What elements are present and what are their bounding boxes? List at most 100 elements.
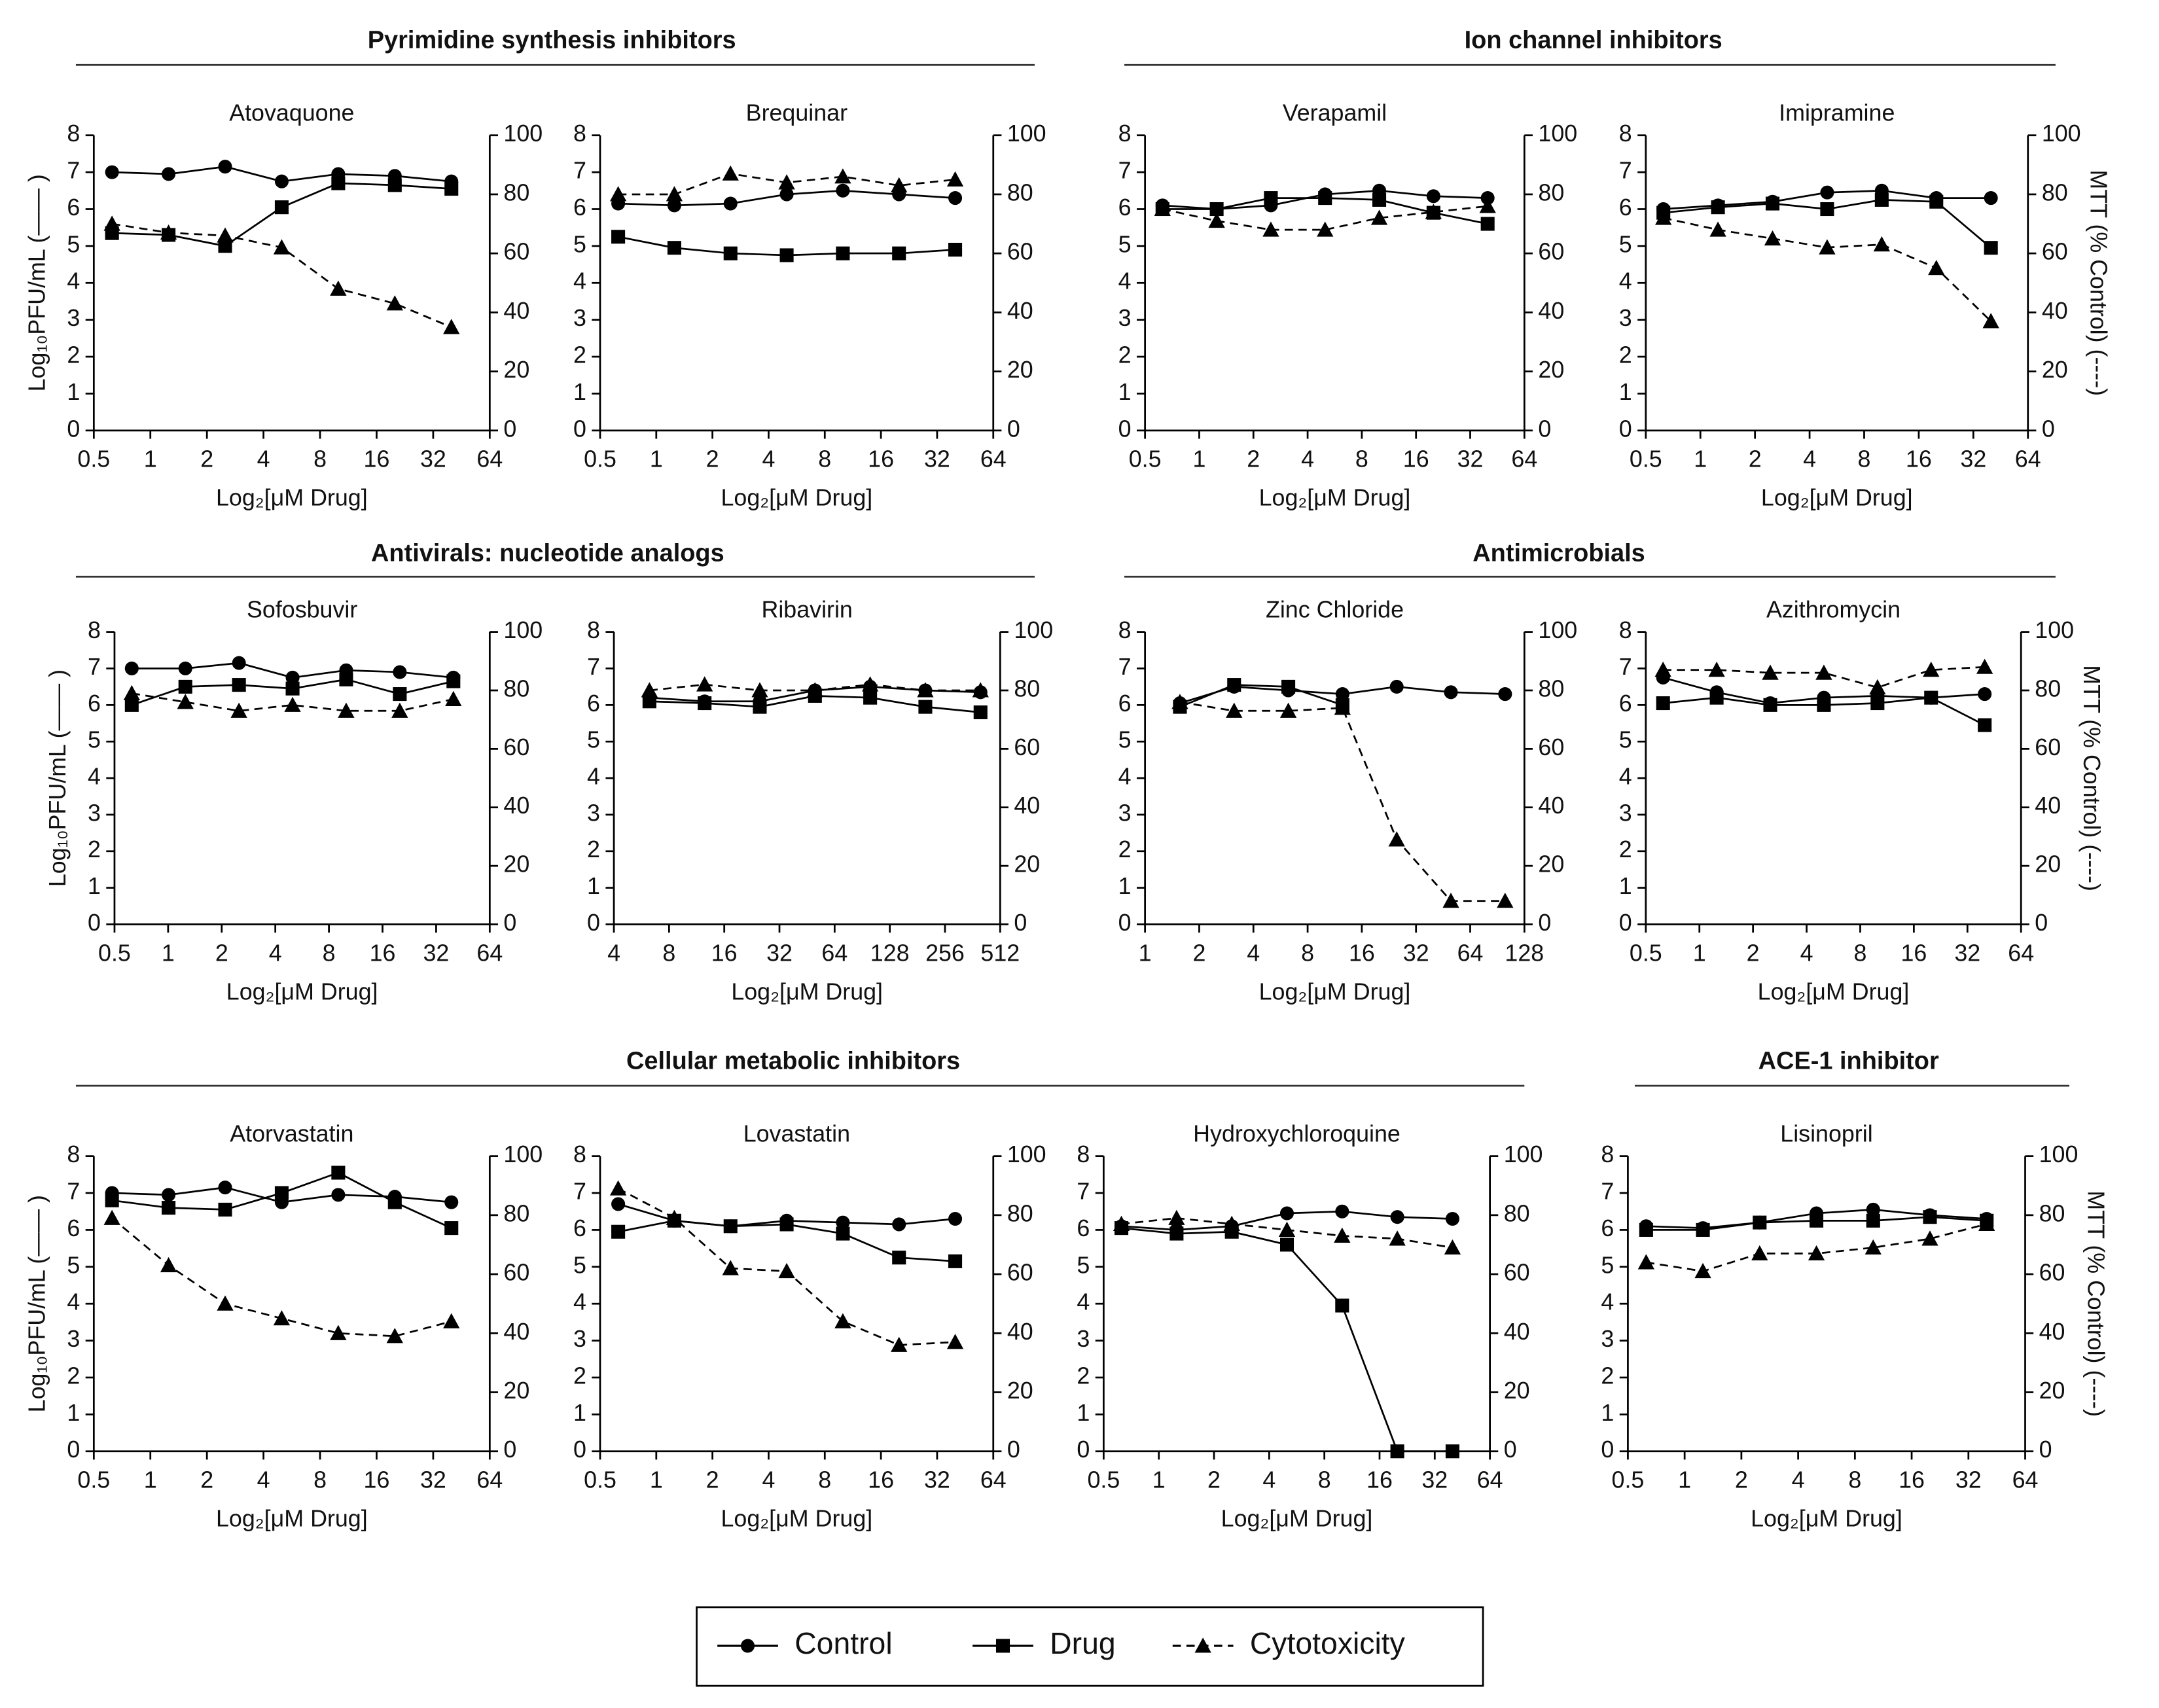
panel-title: Lisinopril xyxy=(1780,1120,1872,1147)
marker-square xyxy=(274,1186,289,1200)
x-tick-label: 8 xyxy=(818,446,831,472)
marker-square xyxy=(1978,718,1992,732)
y-tick-label: 8 xyxy=(573,120,586,147)
x-tick-label: 4 xyxy=(269,940,282,966)
marker-triangle xyxy=(1654,662,1671,677)
line xyxy=(1179,684,1343,708)
x-tick-label: 4 xyxy=(1262,1467,1276,1493)
marker-square xyxy=(393,687,407,702)
y-tick-label: 4 xyxy=(1619,764,1632,790)
marker-triangle xyxy=(1279,702,1297,718)
marker-square xyxy=(1929,194,1944,209)
x-axis-label: Log₂[μM Drug] xyxy=(721,485,873,511)
y2-tick-label: 20 xyxy=(503,851,529,878)
marker-circle xyxy=(124,661,139,676)
x-axis-label: Log₂[μM Drug] xyxy=(1758,978,1910,1005)
x-tick-label: 0.5 xyxy=(77,446,110,472)
marker-triangle xyxy=(1694,1262,1711,1279)
marker-circle xyxy=(232,656,246,670)
y-tick-label: 7 xyxy=(1619,654,1632,680)
y-tick-label: 7 xyxy=(587,654,600,680)
marker-triangle xyxy=(1762,664,1779,680)
x-tick-label: 64 xyxy=(476,446,503,472)
y-tick-label: 0 xyxy=(88,910,101,936)
x-tick-label: 4 xyxy=(1792,1467,1805,1493)
marker-square xyxy=(1696,1222,1710,1237)
x-tick-label: 1 xyxy=(144,446,157,472)
x-tick-label: 8 xyxy=(313,1467,327,1493)
y-tick-label: 3 xyxy=(1619,305,1632,331)
marker-triangle xyxy=(834,1313,851,1328)
x-tick-label: 2 xyxy=(1735,1467,1748,1493)
y-tick-label: 0 xyxy=(573,416,586,442)
marker-triangle xyxy=(177,694,194,709)
y-tick-label: 8 xyxy=(67,120,80,147)
x-tick-label: 4 xyxy=(762,1467,775,1493)
y-tick-label: 0 xyxy=(1619,416,1632,442)
x-tick-label: 32 xyxy=(766,940,793,966)
y-tick-label: 4 xyxy=(67,1289,80,1315)
marker-square xyxy=(1281,679,1296,694)
marker-triangle xyxy=(609,186,627,202)
x-tick-label: 128 xyxy=(1505,940,1544,966)
marker-triangle xyxy=(1479,198,1496,213)
y-tick-label: 0 xyxy=(1118,416,1132,442)
marker-triangle xyxy=(1982,313,1999,329)
y-tick-label: 8 xyxy=(1619,120,1632,147)
y2-tick-label: 0 xyxy=(2035,910,2048,936)
marker-square xyxy=(836,1226,850,1241)
marker-circle xyxy=(1498,687,1512,702)
marker-square xyxy=(1480,217,1495,231)
y-tick-label: 0 xyxy=(587,910,600,936)
marker-triangle xyxy=(1334,1227,1351,1243)
y2-tick-label: 100 xyxy=(2035,617,2074,643)
x-tick-label: 1 xyxy=(1694,446,1707,472)
x-tick-label: 16 xyxy=(868,446,894,472)
x-tick-label: 16 xyxy=(364,446,390,472)
y2-tick-label: 100 xyxy=(2042,120,2081,147)
marker-triangle xyxy=(1873,236,1890,252)
marker-square xyxy=(779,1217,794,1232)
marker-square xyxy=(1656,696,1670,711)
marker-square xyxy=(1711,200,1725,215)
marker-square xyxy=(723,246,738,260)
marker-square xyxy=(1264,191,1278,205)
y2-tick-label: 40 xyxy=(2039,1319,2065,1345)
x-tick-label: 128 xyxy=(870,940,910,966)
y2-tick-label: 40 xyxy=(1538,298,1564,324)
marker-square xyxy=(444,1221,459,1236)
marker-triangle xyxy=(722,1260,739,1275)
x-tick-label: 32 xyxy=(1457,446,1484,472)
marker-square xyxy=(1923,1210,1937,1224)
y2-tick-label: 60 xyxy=(503,239,529,265)
x-tick-label: 1 xyxy=(650,1467,663,1493)
marker-triangle xyxy=(891,177,908,192)
x-tick-label: 1 xyxy=(650,446,663,472)
marker-square xyxy=(1390,1444,1404,1459)
marker-square xyxy=(1279,1237,1294,1252)
y-tick-label: 7 xyxy=(1077,1179,1090,1205)
y2-tick-label: 60 xyxy=(1007,239,1033,265)
x-tick-label: 1 xyxy=(1152,1467,1166,1493)
x-tick-label: 64 xyxy=(2008,940,2034,966)
y2-tick-label: 0 xyxy=(1504,1436,1517,1463)
y-tick-label: 6 xyxy=(1118,690,1132,717)
y-tick-label: 6 xyxy=(1619,690,1632,717)
marker-triangle xyxy=(386,1328,403,1343)
x-tick-label: 4 xyxy=(762,446,775,472)
marker-square xyxy=(1817,698,1831,712)
y2-tick-label: 40 xyxy=(1007,1319,1033,1345)
y-tick-label: 0 xyxy=(1601,1436,1614,1463)
x-tick-label: 16 xyxy=(1900,940,1927,966)
marker-triangle xyxy=(338,702,355,718)
y-tick-label: 2 xyxy=(1619,836,1632,863)
marker-circle xyxy=(1335,1204,1349,1219)
x-tick-label: 32 xyxy=(423,940,449,966)
marker-triangle xyxy=(972,682,989,698)
y-tick-label: 4 xyxy=(1601,1289,1614,1315)
marker-triangle xyxy=(1168,1209,1185,1225)
y2-tick-label: 60 xyxy=(1538,734,1564,760)
x-tick-label: 4 xyxy=(1800,940,1813,966)
y2-tick-label: 40 xyxy=(1014,792,1040,819)
y2-tick-label: 20 xyxy=(1504,1378,1530,1404)
